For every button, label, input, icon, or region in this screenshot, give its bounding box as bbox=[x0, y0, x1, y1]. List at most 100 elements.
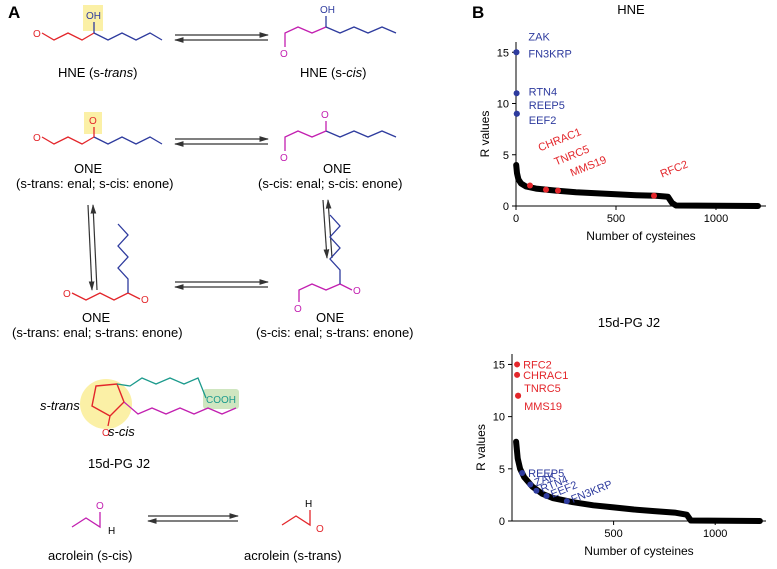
highlight-point bbox=[533, 487, 540, 494]
y-tick-label: 15 bbox=[493, 359, 505, 371]
oxygen-atom: O bbox=[321, 110, 329, 121]
highlight-point bbox=[514, 361, 521, 368]
s-trans-label: s-trans bbox=[40, 398, 80, 413]
enal-chain bbox=[284, 130, 327, 151]
enal-chain bbox=[284, 26, 327, 47]
y-axis-title: R values bbox=[478, 111, 492, 158]
panel-b-letter: B bbox=[472, 3, 484, 22]
alkyl-chain bbox=[325, 26, 397, 34]
highlight-label: CHRAC1 bbox=[523, 370, 568, 382]
x-tick-label: 0 bbox=[513, 213, 519, 225]
highlight-point bbox=[527, 481, 534, 488]
highlight-point bbox=[513, 49, 520, 56]
highlight-label: FN3KRP bbox=[569, 479, 614, 506]
acrolein-trans-label: acrolein (s-trans) bbox=[244, 548, 342, 563]
oxygen-atom: O bbox=[280, 49, 288, 60]
y-tick-label: 5 bbox=[503, 150, 509, 162]
highlight-point bbox=[519, 469, 526, 476]
chart-hne: HNE 0 5 10 15 0 500 1000 Number of cysteines R va… bbox=[478, 2, 766, 243]
equilibrium-arrow bbox=[174, 279, 269, 290]
hne-cis-label: HNE (s-cis) bbox=[300, 65, 366, 80]
highlight-point bbox=[513, 90, 520, 97]
equilibrium-arrow bbox=[174, 32, 269, 43]
x-tick-label: 500 bbox=[604, 528, 622, 540]
highlight-label: RFC2 bbox=[523, 359, 552, 371]
highlight-label: FN3KRP bbox=[528, 48, 571, 60]
y-tick-label: 10 bbox=[493, 412, 505, 424]
highlight-label: TNRC5 bbox=[524, 383, 561, 395]
ketone-bond bbox=[127, 292, 141, 300]
oxygen-atom: O bbox=[63, 289, 71, 300]
molecule-one-3: O O bbox=[63, 223, 149, 306]
molecule-acrolein-trans: H O bbox=[281, 499, 324, 535]
oxygen-atom: O bbox=[96, 501, 104, 512]
oxygen-atom: O bbox=[33, 133, 41, 144]
enal-chain bbox=[41, 136, 95, 145]
molecule-15d-pgj2: O COOH bbox=[80, 377, 239, 439]
highlight-box-cooh bbox=[203, 389, 239, 409]
one-2-name: ONE bbox=[323, 161, 352, 176]
highlight-point bbox=[513, 110, 520, 117]
highlight-point bbox=[563, 498, 570, 505]
y-tick-label: 0 bbox=[503, 201, 509, 213]
oxygen-atom: O bbox=[316, 524, 324, 535]
one-3-name: ONE bbox=[82, 310, 111, 325]
highlight-point bbox=[527, 182, 533, 189]
equilibrium-arrow-vertical bbox=[322, 199, 333, 259]
highlight-label: RTN4 bbox=[529, 86, 558, 98]
highlight-point bbox=[543, 492, 550, 499]
highlight-label: ZAK bbox=[528, 31, 550, 43]
molecule-acrolein-cis: O H bbox=[71, 501, 115, 537]
highlight-label: REEP5 bbox=[528, 468, 564, 480]
oxygen-atom: O bbox=[353, 286, 361, 297]
molecule-one-2: O O bbox=[280, 110, 397, 164]
ketone-bond bbox=[339, 283, 353, 291]
highlight-label: RFC2 bbox=[659, 159, 690, 181]
ketone-bond bbox=[107, 415, 111, 427]
y-tick-label: 10 bbox=[497, 99, 509, 111]
oxygen-atom: O bbox=[141, 295, 149, 306]
chart-15dpgj2: 15d-PG J2 0 5 10 15 500 1000 Number of cysteine… bbox=[474, 315, 766, 558]
x-axis-title: Number of cysteines bbox=[586, 229, 695, 243]
y-tick-label: 5 bbox=[499, 464, 505, 476]
molecule-hne-cis: O OH bbox=[280, 5, 397, 60]
molecule-one-4: O O bbox=[294, 214, 361, 315]
upper-chain bbox=[116, 377, 207, 399]
cyclopentenone-ring bbox=[91, 383, 125, 417]
cooh-label: COOH bbox=[206, 395, 236, 406]
alkyl-chain bbox=[329, 214, 341, 284]
oh-label: OH bbox=[320, 5, 335, 16]
highlight-box bbox=[83, 5, 103, 31]
oxygen-atom: O bbox=[294, 304, 302, 315]
highlight-point bbox=[515, 392, 522, 399]
alkyl-chain bbox=[117, 223, 129, 293]
oxygen-atom: O bbox=[89, 116, 97, 127]
acrolein-chain bbox=[71, 512, 101, 529]
x-tick-label: 1000 bbox=[704, 213, 728, 225]
one-4-detail: (s-cis: enal; s-trans: enone) bbox=[256, 325, 414, 340]
enal-chain bbox=[71, 292, 129, 301]
equilibrium-arrow bbox=[174, 136, 269, 147]
s-cis-label: s-cis bbox=[108, 424, 135, 439]
alkyl-chain bbox=[93, 32, 163, 41]
acrolein-cis-label: acrolein (s-cis) bbox=[48, 548, 133, 563]
highlight-label: EEF2 bbox=[529, 115, 557, 127]
highlight-point bbox=[543, 186, 549, 193]
one-1-detail: (s-trans: enal; s-cis: enone) bbox=[16, 176, 174, 191]
hydrogen-atom: H bbox=[305, 499, 312, 510]
y-tick-label: 0 bbox=[499, 516, 505, 528]
molecule-one-1: O O bbox=[33, 112, 163, 145]
equilibrium-arrow-vertical bbox=[87, 204, 98, 291]
highlight-point bbox=[514, 371, 521, 378]
x-tick-label: 1000 bbox=[703, 528, 727, 540]
one-1-name: ONE bbox=[74, 161, 103, 176]
y-tick-label: 15 bbox=[497, 47, 509, 59]
enal-chain bbox=[298, 283, 341, 302]
equilibrium-arrow bbox=[147, 513, 239, 524]
chart-title: 15d-PG J2 bbox=[598, 315, 660, 330]
lower-chain bbox=[123, 401, 237, 415]
highlight-label: MMS19 bbox=[524, 401, 562, 413]
panel-a-letter: A bbox=[8, 3, 20, 22]
chart-title: HNE bbox=[617, 2, 645, 17]
